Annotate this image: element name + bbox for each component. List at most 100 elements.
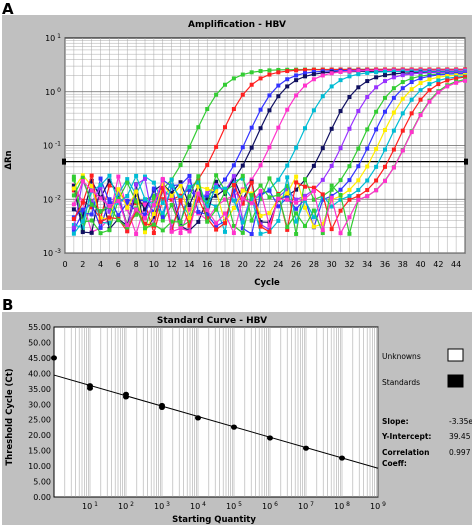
amplification-series-point	[445, 73, 450, 78]
amplification-series-point	[205, 208, 210, 213]
amplification-series-point	[205, 219, 210, 224]
amplification-xlabel: Cycle	[254, 278, 280, 288]
amplification-series-point	[267, 176, 272, 181]
amplification-series-point	[151, 215, 156, 220]
amplification-series-point	[329, 183, 334, 188]
correlation-value: 0.997	[449, 448, 471, 457]
amplification-series-point	[134, 192, 139, 197]
amplification-series-point	[71, 231, 76, 236]
x-tick-label: 22	[255, 260, 265, 269]
amplification-series-point	[258, 76, 263, 81]
legend-standards-swatch	[447, 374, 464, 388]
amplification-series-point	[187, 213, 192, 218]
standard-curve-panel: Standard Curve - HBV Threshold Cycle (Ct…	[2, 312, 473, 525]
amplification-series-point	[320, 70, 325, 75]
amplification-series-point	[107, 209, 112, 214]
amplification-series-point	[143, 230, 147, 235]
amplification-series-point	[320, 228, 325, 233]
amplification-series-point	[383, 73, 387, 78]
amplification-series-point	[231, 178, 236, 183]
slope-label: Slope:	[382, 417, 409, 426]
amplification-series-point	[436, 82, 441, 87]
amplification-series-point	[143, 226, 147, 231]
amplification-series-point	[116, 213, 121, 218]
amplification-series-point	[249, 201, 254, 206]
amplification-series-point	[214, 189, 219, 194]
amplification-series-point	[463, 75, 467, 80]
amplification-series-point	[80, 207, 85, 212]
amplification-series-point	[400, 148, 405, 153]
amplification-series-point	[276, 192, 281, 197]
amplification-series-point	[169, 193, 174, 198]
amplification-series-point	[214, 221, 219, 226]
amplification-series-point	[160, 228, 165, 233]
amplification-series-point	[347, 194, 352, 199]
x-tick-label: 10 1	[82, 501, 98, 511]
amplification-plot-area: 10 -310 -210 -110 010 10 2 4 6 8 10 12 14 16 18 20…	[43, 33, 468, 269]
amplification-series-point	[294, 219, 299, 224]
amplification-series-point	[258, 192, 263, 197]
amplification-series-point	[258, 183, 263, 188]
amplification-series-point	[445, 84, 450, 89]
amplification-series-point	[320, 192, 325, 197]
amplification-series-point	[400, 86, 405, 91]
amplification-series-point	[303, 74, 307, 79]
amplification-series-point	[231, 76, 236, 81]
amplification-series-point	[169, 202, 174, 207]
amplification-series-point	[400, 80, 405, 85]
amplification-series-point	[276, 218, 281, 223]
amplification-series-point	[267, 68, 272, 73]
amplification-series-point	[338, 187, 343, 192]
amplification-series-point	[383, 128, 387, 133]
amplification-series-point	[311, 69, 316, 74]
amplification-series-point	[320, 146, 325, 151]
amplification-panel: Amplification - HBV ΔRn Cycle 10 -3 10 -2…	[2, 15, 472, 290]
x-tick-label: 10	[149, 260, 159, 269]
standard-curve-plot-area: 0.00 5.00 10.00 15.00 20.00 25.00 30.00 35.00 40…	[28, 323, 386, 511]
amplification-series-point	[400, 111, 405, 116]
amplification-series-point	[356, 146, 361, 151]
amplification-series-point	[71, 186, 76, 191]
amplification-series-point	[320, 231, 325, 236]
amplification-series-point	[400, 73, 405, 78]
amplification-series-point	[347, 215, 352, 220]
amplification-series-point	[356, 72, 361, 77]
amplification-series-point	[329, 227, 334, 232]
x-tick-label: 16	[202, 260, 212, 269]
amplification-series-point	[356, 178, 361, 183]
amplification-series-point	[294, 206, 299, 211]
intercept-value: 39.45	[449, 432, 471, 441]
amplification-series-point	[427, 82, 432, 87]
amplification-series-point	[143, 176, 147, 181]
amplification-series-point	[160, 214, 165, 219]
amplification-series-point	[294, 145, 299, 150]
amplification-series-point	[365, 79, 370, 84]
amplification-series-point	[258, 188, 263, 193]
amplification-series-point	[223, 82, 227, 87]
amplification-series-point	[285, 187, 290, 192]
amplification-series-point	[125, 200, 130, 205]
amplification-series-point	[294, 68, 299, 73]
amplification-series-point	[427, 99, 432, 104]
x-tick-label: 26	[291, 260, 301, 269]
amplification-series-point	[347, 69, 352, 74]
amplification-series-point	[71, 193, 76, 198]
amplification-series-point	[258, 69, 263, 74]
amplification-series-point	[329, 195, 334, 200]
amplification-series-point	[240, 196, 245, 201]
amplification-series-point	[125, 180, 130, 185]
amplification-series-point	[285, 107, 290, 112]
amplification-series-point	[214, 179, 219, 184]
amplification-series-point	[249, 125, 254, 130]
amplification-series-point	[436, 78, 441, 83]
amplification-series-point	[89, 188, 94, 193]
amplification-series-point	[178, 180, 183, 185]
amplification-series-point	[249, 218, 254, 223]
amplification-series-point	[267, 229, 272, 234]
standard-point	[87, 385, 93, 391]
amplification-series-point	[223, 177, 227, 182]
amplification-series-point	[107, 183, 112, 188]
amplification-series-point	[285, 227, 290, 232]
amplification-series-point	[294, 93, 299, 98]
amplification-series-point	[196, 219, 201, 224]
